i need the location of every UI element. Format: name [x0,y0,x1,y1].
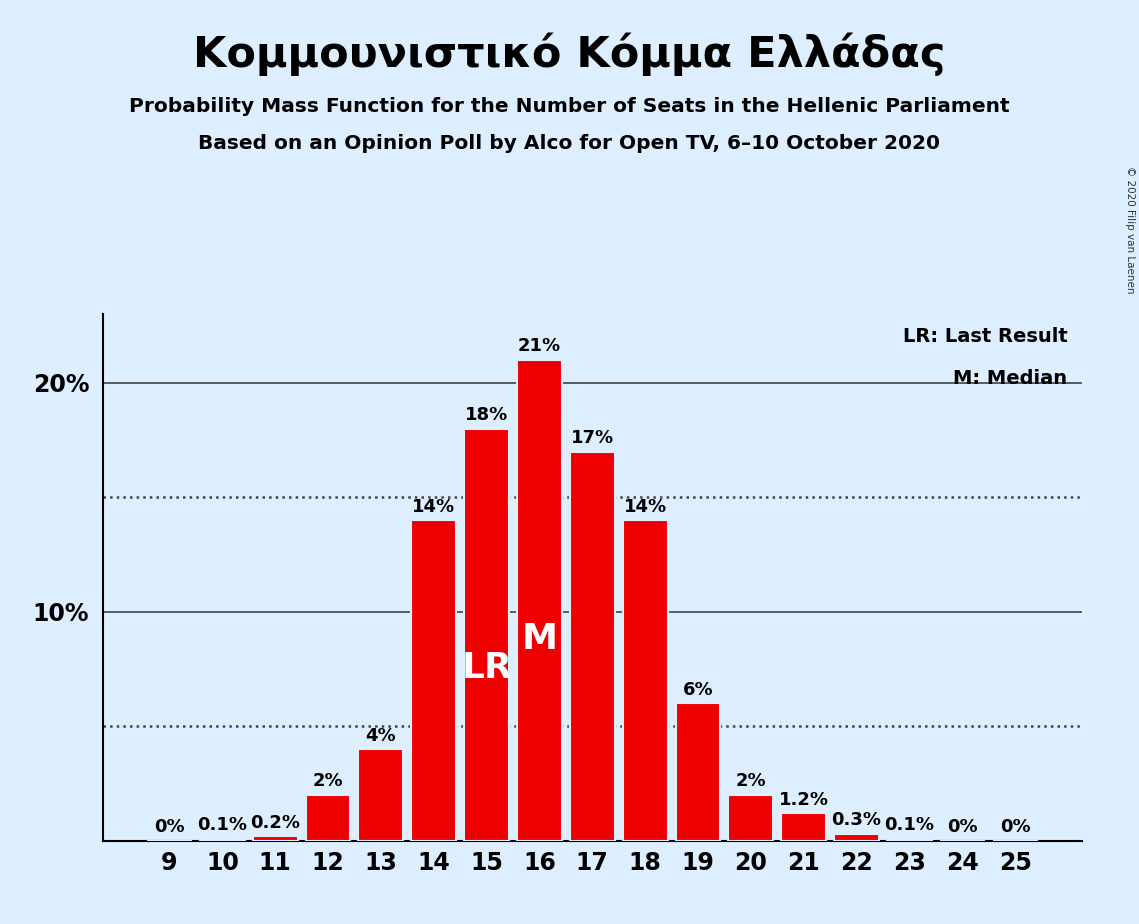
Bar [305,795,351,841]
Text: 4%: 4% [366,726,396,745]
Bar [781,813,826,841]
Text: 1.2%: 1.2% [779,791,829,808]
Text: 0.1%: 0.1% [884,816,934,834]
Text: 6%: 6% [682,681,713,699]
Text: © 2020 Filip van Laenen: © 2020 Filip van Laenen [1125,166,1134,294]
Text: LR: Last Result: LR: Last Result [902,327,1067,346]
Text: 2%: 2% [313,772,343,790]
Bar [623,520,667,841]
Bar [411,520,457,841]
Bar [253,836,297,841]
Bar [199,839,245,841]
Bar [359,749,403,841]
Text: 0%: 0% [154,819,185,836]
Text: 21%: 21% [518,337,562,356]
Text: Probability Mass Function for the Number of Seats in the Hellenic Parliament: Probability Mass Function for the Number… [129,97,1010,116]
Bar [887,839,932,841]
Text: 0.1%: 0.1% [197,816,247,834]
Text: Κομμουνιστικό Κόμμα Ελλάδας: Κομμουνιστικό Κόμμα Ελλάδας [194,32,945,76]
Text: 17%: 17% [571,429,614,447]
Text: Based on an Opinion Poll by Alco for Open TV, 6–10 October 2020: Based on an Opinion Poll by Alco for Ope… [198,134,941,153]
Text: 18%: 18% [465,406,508,424]
Text: 0.3%: 0.3% [831,811,882,830]
Text: 0%: 0% [947,819,977,836]
Text: M: Median: M: Median [953,370,1067,388]
Text: 0%: 0% [1000,819,1031,836]
Bar [728,795,773,841]
Bar [517,360,562,841]
Text: 14%: 14% [623,498,666,516]
Text: M: M [522,622,557,656]
Text: LR: LR [461,650,513,685]
Bar [675,703,721,841]
Text: 2%: 2% [736,772,767,790]
Text: 0.2%: 0.2% [251,814,301,832]
Bar [464,429,509,841]
Bar [834,834,879,841]
Bar [570,452,615,841]
Text: 14%: 14% [412,498,456,516]
